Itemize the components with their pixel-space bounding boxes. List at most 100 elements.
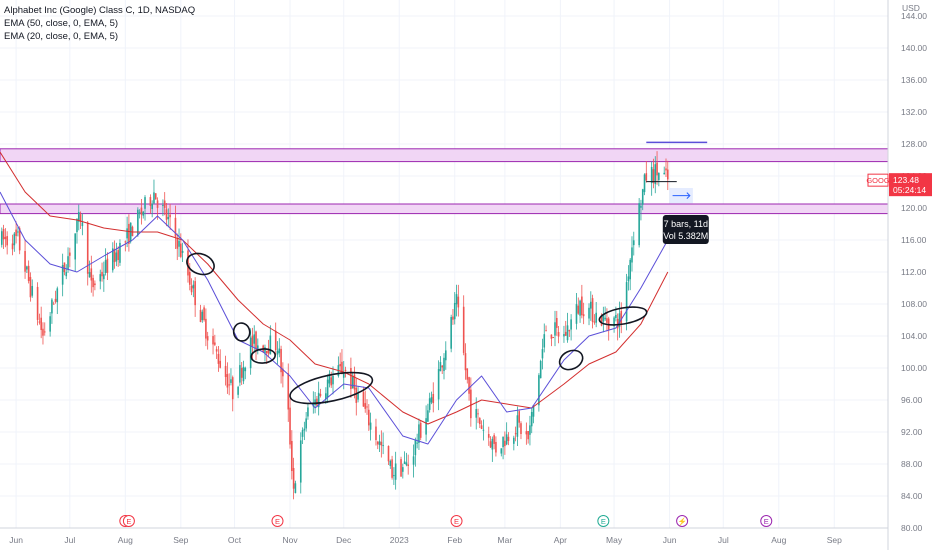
candle-body[interactable]	[450, 317, 452, 349]
candle-body[interactable]	[455, 294, 458, 305]
candle-body[interactable]	[205, 318, 207, 339]
candle-body[interactable]	[167, 216, 170, 220]
candle-body[interactable]	[128, 223, 130, 244]
candle-body[interactable]	[631, 247, 633, 263]
candle-body[interactable]	[162, 204, 164, 206]
candle-body[interactable]	[645, 173, 648, 181]
candle-body[interactable]	[427, 410, 429, 422]
candle-body[interactable]	[665, 168, 667, 171]
candle-body[interactable]	[564, 331, 567, 336]
candle-body[interactable]	[228, 384, 230, 386]
candle-body[interactable]	[477, 413, 479, 415]
candle-body[interactable]	[231, 377, 234, 400]
candle-body[interactable]	[557, 332, 560, 337]
candle-body[interactable]	[555, 317, 558, 328]
candle-body[interactable]	[249, 337, 252, 369]
candle-body[interactable]	[2, 229, 5, 240]
candle-body[interactable]	[543, 334, 546, 348]
candle-body[interactable]	[0, 231, 3, 245]
candle-body[interactable]	[267, 349, 270, 354]
candle-body[interactable]	[530, 412, 533, 427]
candle-body[interactable]	[4, 236, 7, 240]
candle-body[interactable]	[640, 205, 642, 208]
candle-body[interactable]	[124, 241, 127, 243]
candle-body[interactable]	[403, 461, 406, 464]
candle-body[interactable]	[43, 331, 46, 333]
candle-body[interactable]	[301, 430, 304, 437]
candle-body[interactable]	[49, 316, 51, 332]
candle-body[interactable]	[575, 304, 578, 324]
event-marker[interactable]	[676, 515, 689, 527]
candle-body[interactable]	[638, 203, 640, 246]
candle-body[interactable]	[600, 316, 603, 326]
candle-body[interactable]	[142, 211, 145, 216]
candle-body[interactable]	[269, 335, 272, 355]
candle-body[interactable]	[554, 322, 556, 336]
candle-body[interactable]	[203, 307, 205, 321]
candle-body[interactable]	[529, 425, 531, 435]
candle-body[interactable]	[507, 436, 510, 441]
candle-body[interactable]	[468, 377, 470, 394]
candle-body[interactable]	[369, 422, 372, 430]
candle-body[interactable]	[339, 363, 341, 367]
resistance-zone[interactable]	[0, 203, 889, 215]
candle-body[interactable]	[18, 228, 21, 251]
candle-body[interactable]	[214, 342, 216, 345]
candle-body[interactable]	[452, 316, 454, 320]
candle-body[interactable]	[591, 298, 594, 322]
candle-body[interactable]	[495, 441, 497, 453]
candle-body[interactable]	[237, 386, 239, 395]
event-marker[interactable]	[122, 515, 135, 527]
candle-body[interactable]	[663, 172, 666, 175]
candle-body[interactable]	[430, 397, 433, 403]
candle-body[interactable]	[154, 193, 157, 200]
candle-body[interactable]	[276, 350, 279, 355]
candle-body[interactable]	[355, 387, 358, 403]
candle-body[interactable]	[615, 314, 617, 319]
candle-body[interactable]	[563, 334, 565, 337]
candle-body[interactable]	[437, 369, 440, 400]
candle-body[interactable]	[265, 350, 268, 354]
candle-body[interactable]	[52, 303, 55, 305]
candle-body[interactable]	[67, 256, 69, 270]
candle-body[interactable]	[244, 367, 247, 372]
candle-body[interactable]	[366, 406, 368, 408]
candle-body[interactable]	[457, 296, 460, 308]
candle-body[interactable]	[604, 317, 606, 320]
candle-body[interactable]	[357, 393, 359, 400]
candle-body[interactable]	[487, 434, 490, 438]
candle-body[interactable]	[393, 475, 395, 477]
candle-body[interactable]	[588, 307, 590, 319]
candle-body[interactable]	[514, 433, 517, 435]
candle-body[interactable]	[520, 423, 522, 434]
candle-body[interactable]	[56, 288, 59, 303]
candle-body[interactable]	[545, 330, 547, 332]
candle-body[interactable]	[178, 240, 180, 247]
candle-body[interactable]	[226, 374, 229, 388]
candle-body[interactable]	[538, 375, 540, 406]
candle-body[interactable]	[504, 440, 506, 447]
candle-body[interactable]	[582, 314, 585, 317]
candle-body[interactable]	[325, 393, 327, 400]
candle-body[interactable]	[606, 318, 608, 323]
candle-body[interactable]	[224, 365, 227, 377]
candle-body[interactable]	[6, 236, 8, 246]
candle-body[interactable]	[319, 393, 322, 396]
candle-body[interactable]	[416, 442, 418, 444]
candle-body[interactable]	[419, 422, 422, 438]
candle-body[interactable]	[63, 262, 66, 273]
candle-body[interactable]	[328, 373, 331, 384]
candle-body[interactable]	[201, 311, 204, 321]
candle-body[interactable]	[425, 418, 427, 435]
candle-body[interactable]	[65, 272, 68, 277]
candle-body[interactable]	[443, 357, 445, 372]
candle-body[interactable]	[230, 379, 232, 383]
event-marker[interactable]	[271, 515, 284, 527]
candle-body[interactable]	[190, 285, 193, 293]
candle-body[interactable]	[613, 317, 615, 327]
candle-body[interactable]	[287, 373, 290, 410]
candle-body[interactable]	[289, 407, 291, 445]
candle-body[interactable]	[550, 334, 553, 339]
candle-body[interactable]	[342, 371, 345, 378]
candle-body[interactable]	[103, 274, 105, 280]
